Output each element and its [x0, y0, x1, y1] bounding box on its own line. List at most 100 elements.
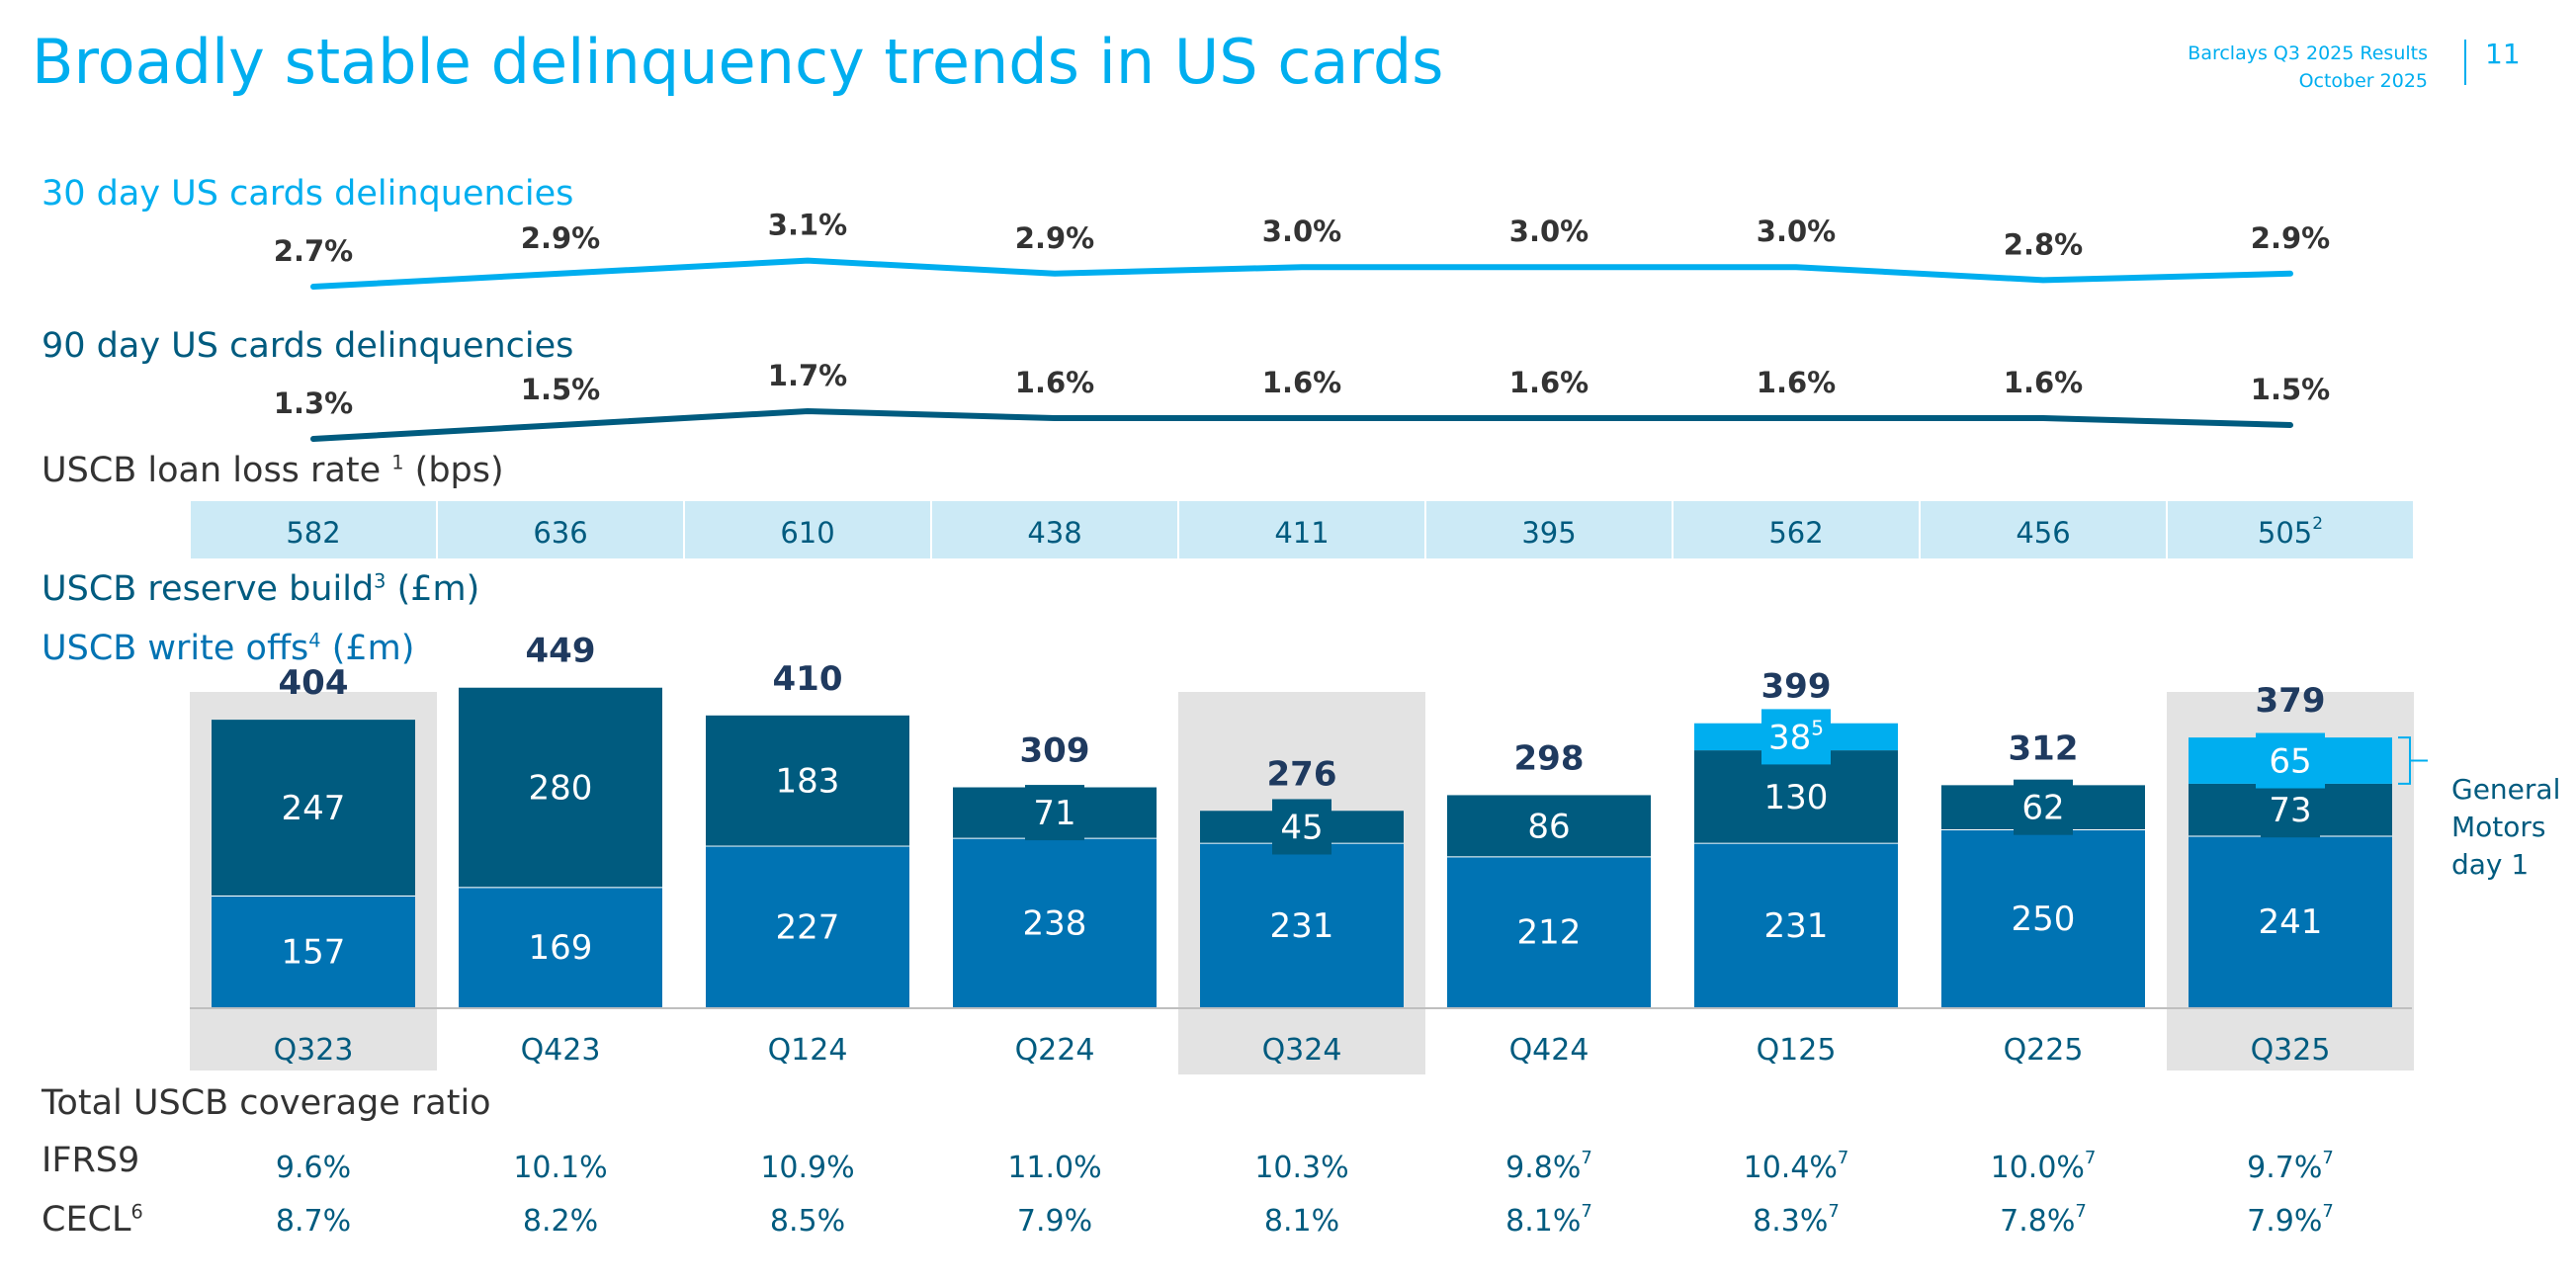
writeoff-value-Q324: 231 — [1270, 906, 1334, 946]
category-label-Q324: Q324 — [1262, 1033, 1342, 1068]
loss-rate-cell-Q324 — [1179, 501, 1424, 558]
total-value-Q225: 312 — [2009, 728, 2079, 768]
loss-rate-title: USCB loan loss rate — [42, 451, 382, 490]
delinq90-label-Q125: 1.6% — [1757, 366, 1836, 399]
coverage-label: Total USCB coverage ratio — [42, 1083, 491, 1123]
loss-rate-cell-Q325 — [2168, 501, 2413, 558]
writeoff-value-Q225: 250 — [2012, 900, 2076, 939]
delinq30-label-Q124: 3.1% — [768, 209, 847, 242]
gm-badge-Q125 — [1761, 709, 1831, 765]
reserve-value-Q424: 86 — [1527, 807, 1570, 846]
report-date: October 2025 — [2298, 70, 2428, 92]
bar-reserve-Q423 — [459, 687, 662, 888]
reserve-value-Q325: 73 — [2269, 791, 2311, 830]
loss-rate-label: USCB loan loss rate 1 (bps) — [42, 451, 504, 490]
category-label-Q225: Q225 — [2004, 1033, 2084, 1068]
ifrs9-value-Q325: 9.7%7 — [2247, 1148, 2334, 1185]
ifrs9-value-Q324: 10.3% — [1254, 1151, 1348, 1185]
total-value-Q224: 309 — [1020, 731, 1090, 771]
ifrs9-value-Q125: 10.4%7 — [1744, 1148, 1849, 1185]
reserve-build-footnote: 3 — [374, 569, 386, 593]
gm-label-line2: Motors — [2451, 811, 2546, 843]
gm-value-Q325: 65 — [2269, 742, 2311, 782]
cecl-value-Q224: 7.9% — [1017, 1204, 1092, 1239]
delinq30-label-Q323: 2.7% — [274, 234, 353, 268]
delinq90-label-Q423: 1.5% — [521, 373, 600, 406]
bar-writeoffs-Q225 — [1941, 829, 2145, 1007]
writeoff-value-Q323: 157 — [282, 932, 346, 972]
cecl-title: CECL — [42, 1200, 131, 1240]
loss-rate-cell-Q424 — [1426, 501, 1672, 558]
delinq30-label-Q324: 3.0% — [1262, 214, 1341, 248]
bar-writeoffs-Q124 — [706, 845, 909, 1007]
loss-rate-value-Q424: 395 — [1521, 516, 1576, 550]
bar-reserve-Q125 — [1694, 750, 1898, 843]
loss-rate-cell-Q225 — [1921, 501, 2166, 558]
delinq30-label-Q225: 2.8% — [2004, 227, 2083, 261]
delinq90-label-Q325: 1.5% — [2251, 373, 2330, 406]
gm-label-line1: General — [2451, 773, 2561, 806]
delinq90-label: 90 day US cards delinquencies — [42, 326, 574, 366]
ifrs9-value-Q224: 11.0% — [1007, 1151, 1101, 1185]
total-value-Q424: 298 — [1514, 738, 1585, 778]
cecl-value-Q325: 7.9%7 — [2247, 1201, 2334, 1239]
ifrs9-value-Q323: 9.6% — [276, 1151, 351, 1185]
delinq90-label-Q225: 1.6% — [2004, 366, 2083, 399]
loss-rate-unit: (bps) — [414, 451, 504, 490]
loss-rate-cell-Q323 — [191, 501, 436, 558]
category-label-Q423: Q423 — [521, 1033, 601, 1068]
total-value-Q125: 399 — [1761, 667, 1832, 707]
loss-rate-cell-Q124 — [685, 501, 930, 558]
write-offs-unit: (£m) — [331, 629, 415, 668]
writeoff-value-Q224: 238 — [1023, 903, 1087, 943]
cecl-value-Q124: 8.5% — [770, 1204, 845, 1239]
delinq30-label-Q424: 3.0% — [1509, 214, 1589, 248]
reserve-badge-Q324 — [1272, 799, 1331, 855]
category-label-Q325: Q325 — [2251, 1033, 2331, 1068]
delinq90-label-Q224: 1.6% — [1015, 366, 1094, 399]
total-value-Q323: 404 — [279, 663, 349, 703]
write-offs-footnote: 4 — [308, 629, 321, 652]
loss-rate-value-Q224: 438 — [1027, 516, 1081, 550]
category-label-Q424: Q424 — [1509, 1033, 1589, 1068]
loss-rate-cell-Q224 — [932, 501, 1177, 558]
cecl-value-Q323: 8.7% — [276, 1204, 351, 1239]
reserve-badge-Q224 — [1025, 785, 1084, 841]
page-title: Broadly stable delinquency trends in US … — [32, 26, 1444, 98]
bar-writeoffs-Q125 — [1694, 842, 1898, 1007]
category-label-Q323: Q323 — [274, 1033, 354, 1068]
page-number: 11 — [2485, 38, 2521, 70]
delinq30-line — [310, 257, 2293, 290]
header-divider — [2464, 40, 2466, 85]
bar-writeoffs-Q324 — [1200, 842, 1404, 1007]
bar-reserve-Q323 — [212, 720, 415, 896]
total-value-Q124: 410 — [773, 659, 843, 699]
delinq30-label-Q125: 3.0% — [1757, 214, 1836, 248]
reserve-value-Q225: 62 — [2021, 789, 2064, 828]
gm-badge-Q325 — [2256, 732, 2325, 789]
reserve-value-Q324: 45 — [1280, 808, 1323, 847]
ifrs9-value-Q225: 10.0%7 — [1991, 1148, 2097, 1185]
bar-writeoffs-Q423 — [459, 887, 662, 1007]
loss-rate-value-Q125: 562 — [1768, 516, 1823, 550]
total-value-Q324: 276 — [1267, 754, 1337, 794]
category-label-Q224: Q224 — [1015, 1033, 1095, 1068]
category-label-Q125: Q125 — [1757, 1033, 1837, 1068]
write-offs-title: USCB write offs — [42, 629, 309, 668]
cecl-value-Q423: 8.2% — [523, 1204, 598, 1239]
writeoff-value-Q423: 169 — [529, 928, 593, 968]
ifrs9-value-Q423: 10.1% — [513, 1151, 607, 1185]
gm-legend-label: General Motors day 1 — [2451, 771, 2560, 884]
reserve-value-Q124: 183 — [776, 762, 840, 802]
loss-rate-value-Q323: 582 — [286, 516, 340, 550]
reserve-badge-Q325 — [2261, 782, 2320, 838]
reserve-value-Q323: 247 — [282, 789, 346, 828]
loss-rate-value-Q324: 411 — [1274, 516, 1329, 550]
writeoff-value-Q125: 231 — [1764, 906, 1829, 946]
loss-rate-value-Q325: 5052 — [2258, 514, 2323, 550]
delinq30-label: 30 day US cards delinquencies — [42, 174, 574, 214]
cecl-value-Q424: 8.1%7 — [1505, 1201, 1592, 1239]
reserve-build-title: USCB reserve build — [42, 569, 375, 609]
bar-reserve-Q124 — [706, 715, 909, 846]
